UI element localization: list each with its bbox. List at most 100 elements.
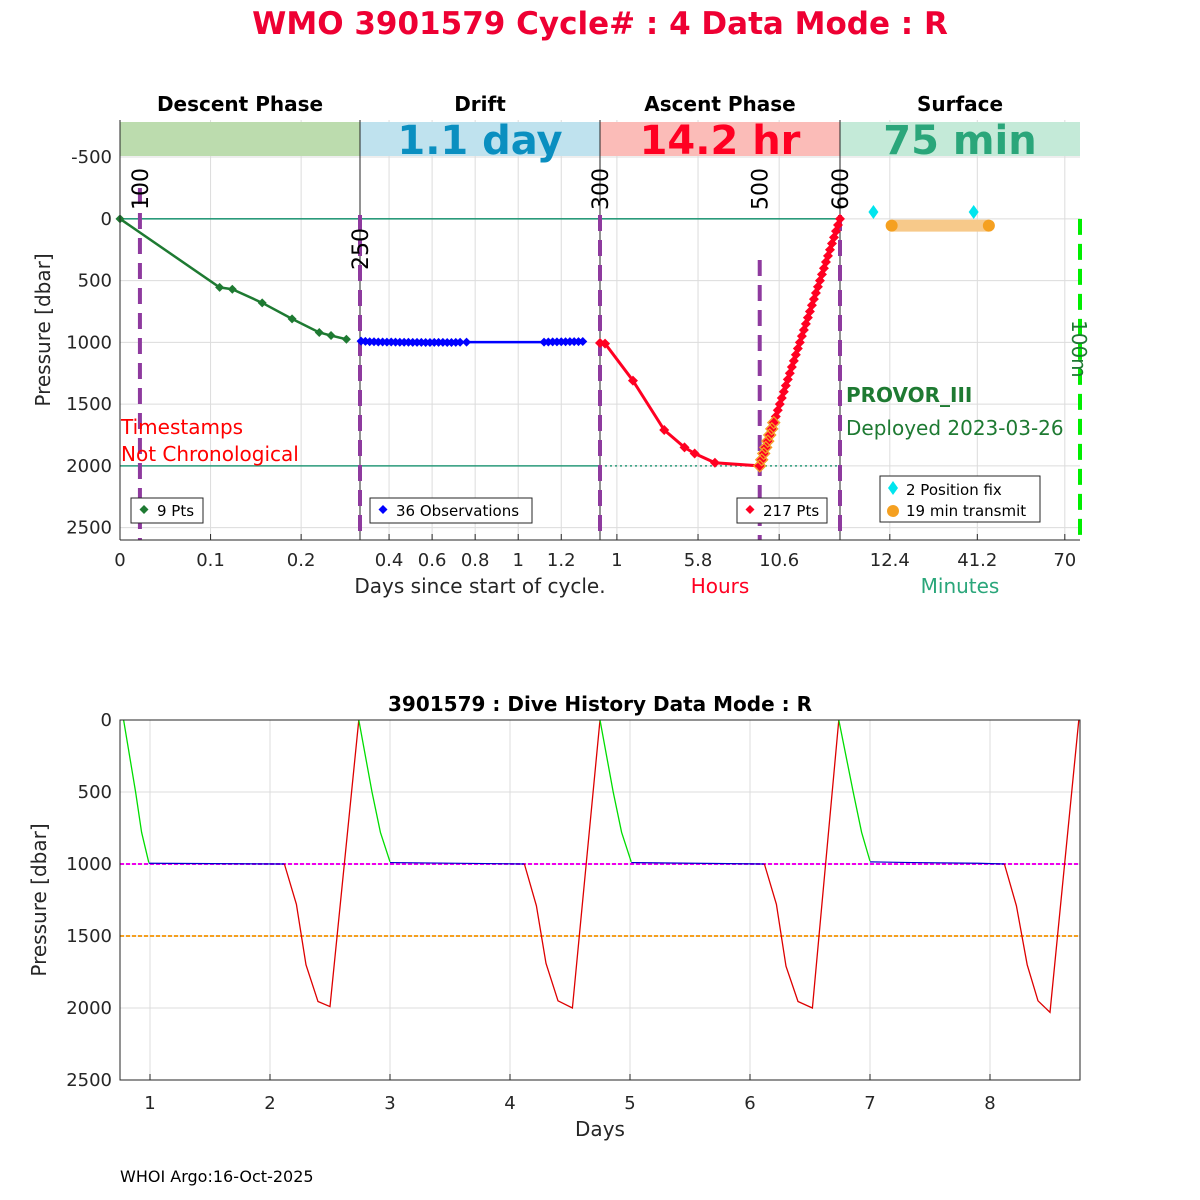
surface-x-axis-label: Minutes [921,574,1000,598]
history-drift-line [869,861,1005,865]
drift-duration-label: 1.1 day [397,118,562,164]
history-descent-line [599,719,632,863]
surface-legend-fix-label: 2 Position fix [906,481,1002,499]
history-drift-line [389,861,525,865]
dive-history-panel: 1 2 3 4 5 6 7 8 0 500 1000 1500 2000 2500 3901579 : Di… [27,692,1081,1141]
drift-legend-label: 36 Observations [396,502,519,520]
surface-phase-band [840,122,1080,156]
history-axes-box [119,719,1081,1081]
ascent-point [835,213,845,224]
history-y-tick-label: 2500 [66,1070,112,1091]
descent-x-tick-label: 0.1 [196,550,225,571]
surface-legend-transmit-symbol [887,505,899,517]
surface-x-tick-label: 70 [1053,550,1076,571]
drift-phase-band [360,122,600,156]
history-descent-line [358,719,391,863]
ascent-x-tick-label: 5.8 [684,550,713,571]
history-x-tick-label: 1 [144,1093,155,1114]
descent-phase-band [120,122,360,156]
history-y-tick-label: 1500 [66,926,112,947]
ascent-phase-band [600,122,840,156]
ascent-300-marker-label: 300 [589,168,614,210]
history-drift-line [148,862,285,865]
cycle-y-tick-label: 0 [101,209,112,230]
surface-legend-transmit-label: 19 min transmit [906,502,1026,520]
descent-legend-symbol [139,505,149,514]
drift-x-tick-label: 0.4 [375,550,404,571]
history-drift-line [631,861,765,865]
descent-series-line [119,217,347,341]
ascent-point [689,448,700,459]
history-y-tick-label: 0 [101,710,112,731]
descent-point [314,327,324,337]
ascent-duration-label: 14.2 hr [640,118,801,164]
cycle-y-tick-label: 2500 [66,518,112,539]
history-x-axis-label: Days [575,1117,625,1141]
ascent-legend-label: 217 Pts [763,502,819,520]
transmit-point [885,219,898,232]
ascent-point [709,457,720,468]
cycle-y-tick-label: 1000 [66,332,112,353]
deployed-label: Deployed 2023-03-26 [846,416,1064,440]
ascent-x-tick-label: 1 [611,550,622,571]
history-y-tick-label: 500 [78,782,112,803]
descent-note-line-1: Timestamps [120,415,243,439]
ascent-point [659,425,670,436]
ascent-x-axis-label: Hours [691,574,750,598]
drift-x-tick-label: 1.2 [547,550,576,571]
surface-legend-fix-symbol [888,481,898,495]
drift-point [455,337,465,347]
descent-point [215,282,225,292]
descent-100-marker-label: 100 [129,168,154,210]
ascent-600-marker-label: 600 [829,168,854,210]
history-title: 3901579 : Dive History Data Mode : R [388,692,812,716]
descent-point [326,331,336,341]
position-fix-point [868,205,879,220]
history-ascent-line [1003,719,1080,1014]
descent-point [257,298,267,308]
drift-250-marker-label: 250 [349,228,374,270]
drift-point [578,336,588,346]
history-ascent-line [283,719,360,1008]
history-x-tick-label: 6 [744,1093,755,1114]
drift-x-tick-label: 1 [512,550,523,571]
ascent-500-marker-label: 500 [749,168,774,210]
cycle-y-axis-label: Pressure [dbar] [31,253,55,406]
history-x-tick-label: 7 [864,1093,875,1114]
history-descent-line [122,719,150,863]
descent-phase-title: Descent Phase [157,92,323,116]
ascent-suspect-point [766,415,781,430]
cycle-y-tick-label: 2000 [66,456,112,477]
descent-x-tick-label: 0 [114,550,125,571]
position-fix-point [968,205,979,220]
history-y-tick-label: 1000 [66,854,112,875]
drift-legend [369,497,533,524]
ascent-x-tick-label: 10.6 [759,550,799,571]
ascent-point [600,338,611,349]
transmit-point [982,219,995,232]
drift-point [462,337,472,347]
history-ascent-line [523,719,601,1010]
drift-x-tick-label: 0.8 [461,550,490,571]
drift-legend-symbol [378,505,388,514]
footer-credit: WHOI Argo:16-Oct-2025 [120,1167,314,1186]
cycle-y-tick-label: -500 [71,147,112,168]
drift-x-tick-label: 0.6 [418,550,447,571]
descent-x-axis-label: Days since start of cycle. [354,574,605,598]
descent-point [287,314,297,324]
history-x-tick-label: 4 [504,1093,515,1114]
cycle-y-tick-label: 500 [78,271,112,292]
history-descent-line [838,719,871,862]
ascent-point [679,442,690,453]
figure-title: WMO 3901579 Cycle# : 4 Data Mode : R [252,6,948,42]
surface-x-tick-label: 41.2 [957,550,997,571]
float-type-label: PROVOR_III [846,383,972,407]
history-y-tick-label: 2000 [66,998,112,1019]
depth-100m-marker-label: 100m [1067,320,1091,378]
history-x-tick-label: 5 [624,1093,635,1114]
history-x-tick-label: 8 [984,1093,995,1114]
history-ascent-line [763,719,840,1009]
surface-legend [879,475,1041,523]
